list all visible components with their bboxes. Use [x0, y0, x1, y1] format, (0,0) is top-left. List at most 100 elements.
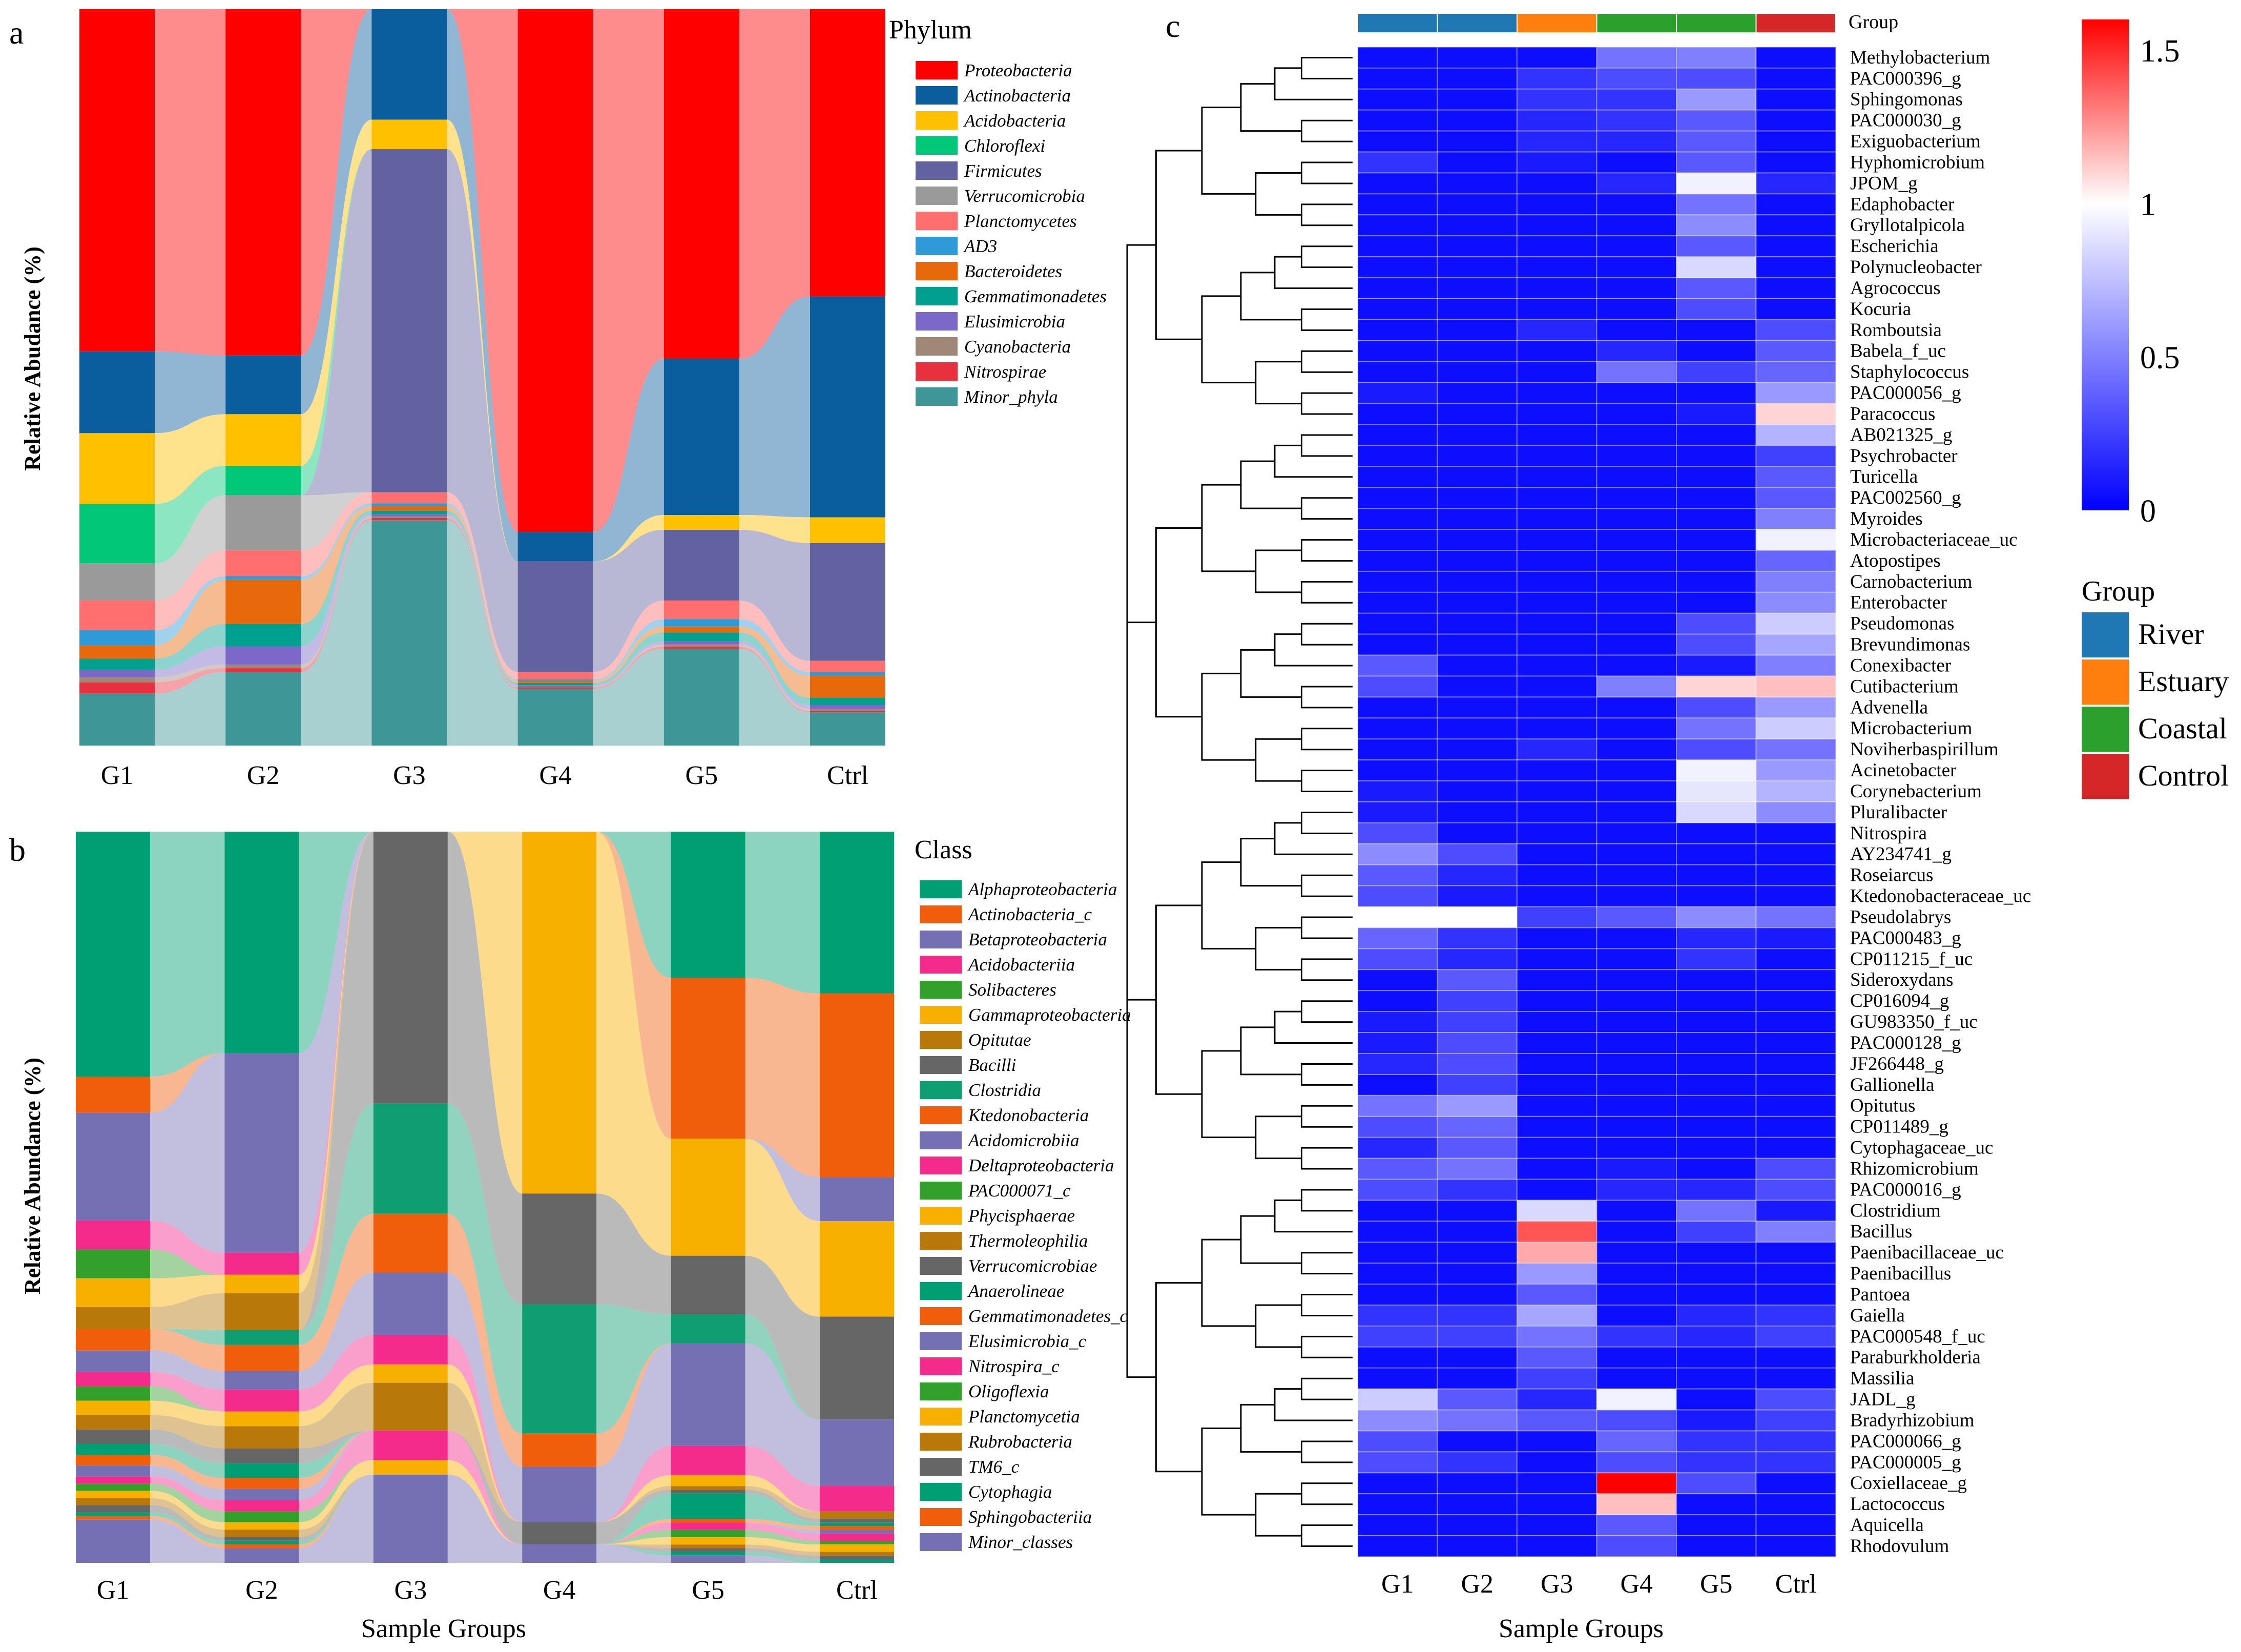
heatmap-cell: [1676, 1430, 1757, 1453]
heatmap-cell: [1517, 1409, 1597, 1432]
heatmap-cell: [1517, 1535, 1597, 1557]
heatmap-cell: [1517, 235, 1597, 258]
dendrogram-branch: [1274, 1010, 1353, 1044]
phylum-bar-segment: [79, 677, 155, 683]
phylum-ribbon: [155, 550, 226, 631]
heatmap-cell: [1357, 822, 1438, 844]
class-bar-segment: [224, 1489, 299, 1500]
phylum-ribbon: [447, 517, 518, 688]
heatmap-cell: [1755, 172, 1836, 195]
heatmap-cell: [1676, 612, 1757, 635]
heatmap-cell: [1755, 1535, 1836, 1557]
heatmap-cell: [1755, 529, 1836, 551]
heatmap-cell: [1676, 277, 1757, 299]
heatmap-cell: [1437, 1263, 1518, 1285]
phylum-ribbon: [447, 506, 518, 683]
heatmap-column-label: G1: [1381, 1570, 1414, 1599]
group-bar-label: Group: [1849, 11, 1898, 33]
group-annotation-bar: [1357, 13, 1836, 33]
phylum-bar-segment: [79, 658, 155, 670]
heatmap-cell: [1676, 633, 1757, 656]
class-legend-label: Gemmatimonadetes_c: [968, 1306, 1128, 1326]
dendrogram-branch: [1155, 527, 1202, 718]
heatmap-cell: [1755, 1472, 1836, 1495]
phylum-bar-segment: [517, 687, 593, 689]
class-bar-segment: [76, 1307, 150, 1329]
class-bar-segment: [522, 1193, 597, 1305]
heatmap-cell: [1357, 1325, 1438, 1348]
dendrogram-branch: [1126, 244, 1156, 624]
phylum-bar-segment: [225, 414, 301, 466]
class-legend-label: PAC000071_c: [968, 1181, 1071, 1201]
heatmap-cell: [1357, 927, 1438, 949]
heatmap-cell: [1676, 403, 1757, 425]
heatmap-cell: [1755, 151, 1836, 174]
heatmap-cell: [1437, 612, 1518, 635]
heatmap-row-label: PAC000005_g: [1850, 1452, 1961, 1473]
class-legend-swatch: [920, 1056, 962, 1074]
heatmap-cell: [1517, 403, 1597, 425]
group-annotation-cell: [1357, 13, 1438, 33]
phylum-ribbon: [447, 503, 518, 681]
class-bar-segment: [76, 1415, 150, 1430]
heatmap-row-label: PAC000128_g: [1850, 1032, 1961, 1054]
dendrogram-branch: [1300, 1252, 1353, 1275]
phylum-bar-segment: [79, 682, 155, 694]
heatmap-cell: [1596, 445, 1677, 467]
class-legend-swatch: [920, 905, 962, 923]
class-ribbon: [596, 1193, 671, 1314]
dendrogram-branch: [1240, 460, 1302, 509]
phylum-legend-swatch: [916, 237, 958, 255]
phylum-bar-segment: [810, 9, 885, 297]
heatmap-row-label: Conexibacter: [1850, 655, 1951, 676]
heatmap-cell: [1517, 1388, 1597, 1411]
heatmap-cell: [1517, 1179, 1597, 1201]
heatmap-cell: [1755, 47, 1836, 69]
heatmap-cell: [1676, 990, 1757, 1013]
heatmap-cell: [1755, 675, 1836, 698]
class-ribbon: [596, 1490, 671, 1544]
phylum-ribbon: [593, 9, 664, 532]
heatmap-cell: [1357, 1305, 1438, 1327]
heatmap-cell: [1676, 88, 1757, 111]
class-ribbon: [299, 1103, 374, 1345]
heatmap-row-label: AY234741_g: [1850, 844, 1952, 865]
heatmap-cell: [1517, 1053, 1597, 1075]
class-legend-swatch: [920, 1257, 962, 1275]
dendrogram-branch: [1300, 1335, 1353, 1358]
phylum-bar-segment: [810, 705, 885, 709]
class-ribbon: [299, 1213, 374, 1371]
heatmap-cell: [1596, 1367, 1677, 1390]
heatmap-cell: [1517, 1011, 1597, 1034]
heatmap-cell: [1755, 927, 1836, 949]
heatmap-cell: [1437, 1073, 1518, 1096]
heatmap-cell: [1357, 235, 1438, 258]
heatmap-cell: [1596, 1388, 1677, 1411]
heatmap-cell: [1357, 738, 1438, 761]
class-legend-swatch: [920, 1458, 962, 1476]
heatmap-cell: [1437, 759, 1518, 782]
class-ribbon: [596, 1544, 671, 1563]
class-bar-segment: [671, 1548, 745, 1552]
heatmap-cell: [1517, 969, 1597, 992]
phylum-legend-label: Proteobacteria: [964, 60, 1072, 80]
heatmap-cell: [1676, 1158, 1757, 1180]
class-ribbon: [299, 1474, 374, 1537]
heatmap-cell: [1357, 1158, 1438, 1180]
heatmap-cell: [1437, 990, 1518, 1013]
heatmap-cell: [1517, 822, 1597, 844]
phylum-bar-segment: [810, 543, 885, 661]
heatmap-cell: [1755, 298, 1836, 320]
heatmap-row-labels: MethylobacteriumPAC000396_gSphingomonasP…: [1850, 47, 2031, 1557]
dendrogram-branch: [1201, 1427, 1256, 1516]
class-bar-segment: [76, 1444, 150, 1455]
dendrogram-branch: [1201, 861, 1256, 949]
heatmap-cell: [1596, 382, 1677, 404]
class-ribbon: [150, 1329, 225, 1345]
phylum-ribbon: [739, 619, 810, 676]
class-bar-segment: [820, 1522, 894, 1526]
class-legend-label: Nitrospira_c: [968, 1356, 1060, 1376]
phylum-ribbon: [593, 649, 664, 746]
heatmap-row-label: Brevundimonas: [1850, 634, 1970, 655]
class-ribbon: [150, 1505, 225, 1541]
